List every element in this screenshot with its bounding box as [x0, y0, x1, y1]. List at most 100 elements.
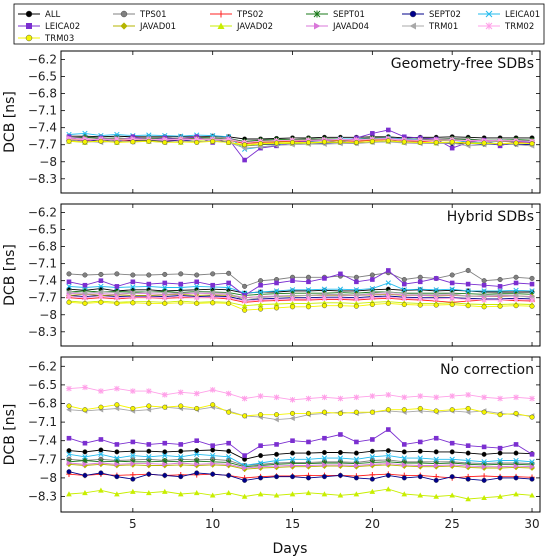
data-point — [513, 303, 519, 309]
data-point — [257, 301, 264, 307]
data-point — [529, 297, 535, 303]
data-point — [353, 491, 360, 497]
data-point — [82, 139, 88, 145]
legend: ALL TPS01 TPS02 SEPT01 SEPT02 LEICA01 LEICA02 J… — [13, 3, 545, 45]
y-tick-label: −8 — [39, 308, 57, 322]
legend-label: LEICA01 — [505, 10, 540, 20]
data-point — [82, 290, 88, 296]
data-point — [66, 385, 72, 392]
data-point — [177, 293, 184, 300]
data-point — [465, 392, 471, 398]
data-point — [449, 272, 455, 278]
y-tick-label: −7.7 — [28, 291, 57, 305]
data-point — [274, 140, 280, 146]
series-line — [68, 301, 533, 311]
data-point — [130, 388, 136, 394]
legend-label: ALL — [45, 10, 61, 20]
data-point — [82, 472, 88, 478]
data-point — [513, 442, 519, 447]
data-point — [82, 454, 88, 460]
data-point — [225, 290, 231, 296]
legend-label: TRM02 — [504, 22, 534, 32]
series-line — [68, 300, 533, 307]
data-point — [354, 279, 359, 285]
data-point — [241, 298, 248, 304]
data-point — [322, 462, 328, 468]
data-point — [353, 475, 359, 481]
y-tick-label: −7.1 — [28, 415, 57, 429]
data-point — [82, 407, 88, 413]
data-point — [497, 412, 503, 418]
data-point — [529, 303, 535, 309]
data-point — [401, 290, 407, 297]
x-tick-label: 30 — [524, 517, 539, 531]
data-point — [321, 286, 328, 292]
data-point — [417, 296, 424, 302]
data-point — [145, 462, 152, 469]
data-point — [194, 283, 200, 290]
data-point — [417, 439, 423, 445]
series-trm03 — [66, 299, 535, 313]
data-point — [386, 127, 391, 133]
data-point — [465, 496, 471, 502]
data-point — [66, 460, 72, 466]
data-point — [385, 280, 391, 286]
data-point — [226, 472, 232, 478]
data-point — [449, 407, 455, 413]
data-point — [433, 291, 439, 298]
data-point — [449, 145, 455, 151]
data-point — [433, 276, 439, 281]
data-point — [146, 388, 152, 394]
y-tick-label: −7.4 — [28, 274, 57, 288]
data-point — [98, 388, 104, 394]
data-point — [321, 491, 328, 497]
data-point — [337, 291, 343, 298]
legend-marker — [26, 23, 32, 29]
data-point — [98, 278, 104, 283]
y-tick-label: −7.7 — [28, 138, 57, 152]
y-tick-label: −6.8 — [28, 397, 57, 411]
data-point — [337, 455, 344, 461]
data-point — [289, 287, 296, 293]
data-point — [305, 456, 312, 462]
data-point — [210, 443, 215, 448]
data-point — [66, 138, 72, 144]
data-point — [417, 393, 424, 399]
data-point — [481, 444, 487, 450]
legend-marker — [409, 10, 417, 18]
data-point — [337, 395, 344, 402]
y-tick-label: −8 — [39, 155, 57, 169]
series-line — [68, 488, 533, 500]
data-point — [242, 283, 248, 289]
y-tick-label: −7.1 — [28, 257, 57, 271]
data-point — [305, 300, 312, 306]
data-point — [497, 137, 503, 144]
y-tick-label: −6.2 — [28, 359, 57, 373]
data-point — [273, 394, 280, 401]
data-point — [337, 295, 344, 302]
data-point — [401, 475, 407, 481]
data-point — [417, 405, 423, 411]
data-point — [258, 141, 264, 147]
data-point — [353, 287, 360, 293]
legend-marker — [120, 10, 128, 18]
data-point — [66, 293, 72, 300]
data-point — [305, 287, 312, 293]
data-point — [529, 281, 535, 287]
data-point — [162, 271, 168, 277]
data-point — [401, 449, 407, 455]
legend-label: SEPT02 — [429, 10, 461, 20]
data-point — [274, 463, 280, 469]
legend-label: TRM03 — [44, 34, 74, 44]
data-point — [114, 455, 120, 461]
plot-frame — [60, 203, 541, 347]
data-point — [146, 138, 152, 144]
series-line — [68, 460, 533, 468]
data-point — [114, 449, 120, 455]
series-line — [68, 269, 533, 296]
data-point — [497, 297, 503, 303]
data-point — [529, 395, 535, 402]
series-line — [68, 406, 533, 421]
data-point — [465, 303, 471, 309]
data-point — [274, 412, 280, 418]
